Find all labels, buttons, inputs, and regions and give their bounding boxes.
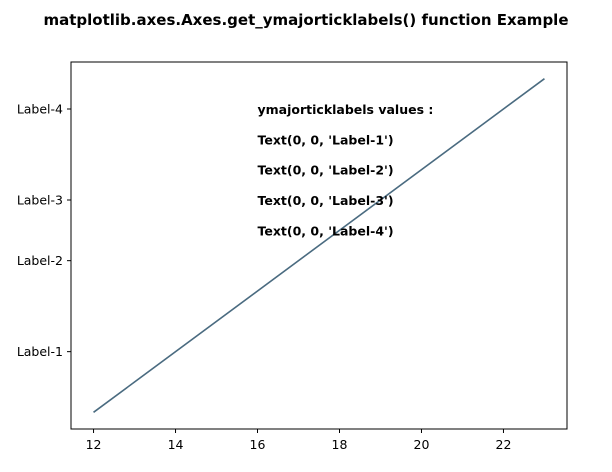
series-line — [93, 78, 545, 413]
x-tick-label: 18 — [332, 437, 348, 452]
y-tick-label: Label-2 — [17, 253, 63, 268]
annotation-text: Text(0, 0, 'Label-3') — [258, 193, 394, 208]
chart-title: matplotlib.axes.Axes.get_ymajorticklabel… — [43, 11, 568, 29]
annotation-text: Text(0, 0, 'Label-4') — [258, 223, 394, 238]
y-tick-label: Label-1 — [17, 344, 63, 359]
y-tick-label: Label-4 — [17, 102, 63, 117]
y-axis: Label-1 Label-2 Label-3 Label-4 — [17, 102, 71, 359]
x-tick-label: 20 — [414, 437, 430, 452]
annotation-text: ymajorticklabels values : — [258, 102, 434, 117]
annotation-text: Text(0, 0, 'Label-1') — [258, 132, 394, 147]
annotations: ymajorticklabels values : Text(0, 0, 'Lab… — [258, 102, 434, 238]
y-tick-label: Label-3 — [17, 193, 63, 208]
x-tick-label: 22 — [496, 437, 512, 452]
x-tick-label: 12 — [86, 437, 102, 452]
x-axis: 12 14 16 18 20 22 — [86, 429, 512, 452]
annotation-text: Text(0, 0, 'Label-2') — [258, 163, 394, 178]
plot-area — [70, 61, 568, 430]
series-layer — [93, 78, 545, 413]
x-tick-label: 14 — [168, 437, 184, 452]
x-tick-label: 16 — [250, 437, 266, 452]
